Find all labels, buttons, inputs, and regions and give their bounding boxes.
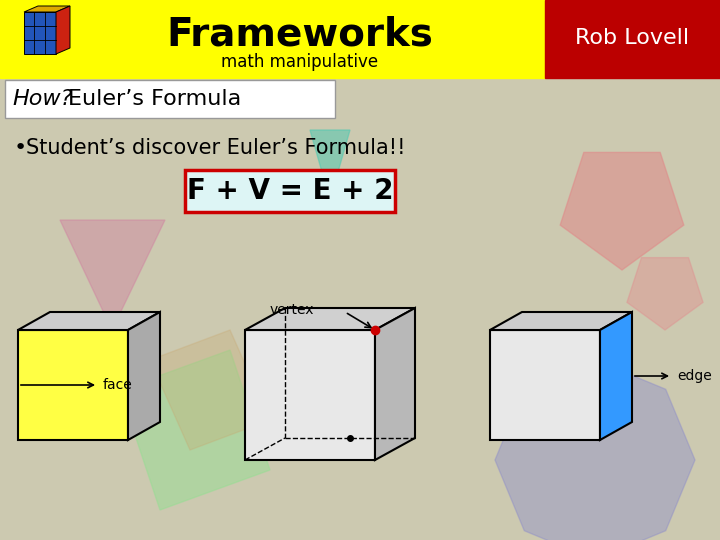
Bar: [0, 0, 545, 78]
Polygon shape: [245, 330, 375, 460]
Polygon shape: [24, 6, 70, 12]
Polygon shape: [490, 312, 632, 330]
Text: Student’s discover Euler’s Formula!!: Student’s discover Euler’s Formula!!: [26, 138, 405, 158]
Text: •: •: [14, 138, 27, 158]
Polygon shape: [128, 312, 160, 440]
Text: math manipulative: math manipulative: [222, 53, 379, 71]
Polygon shape: [18, 330, 128, 440]
Bar: [545, 0, 720, 78]
Polygon shape: [245, 308, 415, 330]
Text: Euler’s Formula: Euler’s Formula: [68, 89, 241, 109]
Polygon shape: [600, 312, 632, 440]
Polygon shape: [120, 350, 270, 510]
Polygon shape: [310, 130, 350, 200]
Polygon shape: [375, 308, 415, 460]
Bar: [5, 80, 335, 118]
Text: Rob Lovell: Rob Lovell: [575, 28, 689, 48]
Text: vertex: vertex: [270, 303, 315, 317]
Text: How?: How?: [12, 89, 73, 109]
Polygon shape: [60, 220, 165, 330]
Polygon shape: [495, 360, 695, 540]
Polygon shape: [56, 6, 70, 54]
Polygon shape: [150, 330, 270, 450]
Polygon shape: [627, 258, 703, 330]
Polygon shape: [18, 312, 160, 330]
Bar: [185, 170, 395, 212]
Polygon shape: [490, 330, 600, 440]
Text: edge: edge: [677, 369, 712, 383]
Polygon shape: [24, 12, 56, 54]
Text: F + V = E + 2: F + V = E + 2: [186, 177, 393, 205]
Text: face: face: [103, 378, 132, 392]
Text: Frameworks: Frameworks: [166, 16, 433, 54]
Polygon shape: [560, 152, 684, 270]
